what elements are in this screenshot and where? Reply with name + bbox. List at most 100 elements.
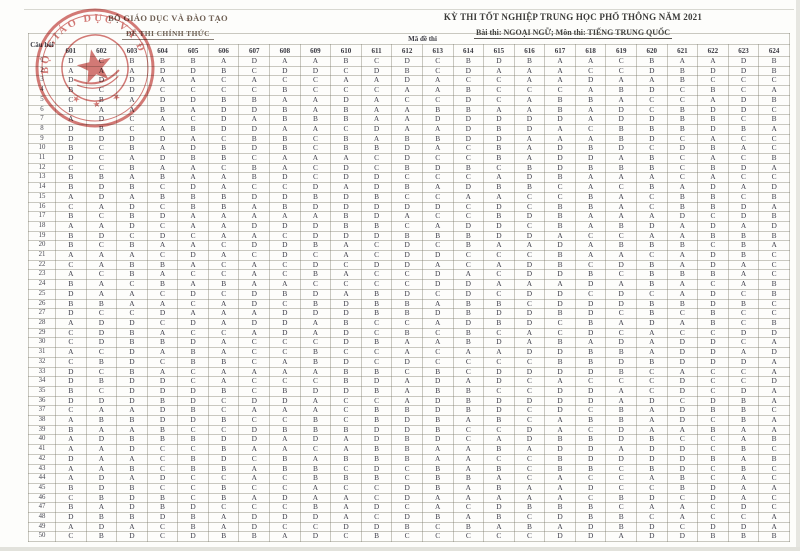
answer-cell: A bbox=[421, 85, 454, 96]
answer-cell: D bbox=[391, 250, 423, 261]
answer-cell: B bbox=[330, 453, 362, 465]
answer-cell: A bbox=[635, 337, 668, 349]
answer-cell: D bbox=[55, 395, 87, 407]
answer-cell: C bbox=[360, 153, 393, 164]
answer-cell: A bbox=[666, 424, 699, 436]
answer-cell: D bbox=[55, 56, 87, 67]
answer-cell: D bbox=[330, 356, 362, 368]
answer-cell: C bbox=[421, 191, 454, 203]
answer-cell: C bbox=[727, 366, 760, 378]
answer-cell: D bbox=[483, 366, 515, 378]
answer-cell: B bbox=[483, 182, 515, 193]
answer-cell: C bbox=[207, 240, 240, 252]
answer-cell: C bbox=[758, 143, 790, 155]
answer-cell: C bbox=[574, 288, 607, 300]
answer-cell: B bbox=[727, 444, 760, 455]
answer-cell: D bbox=[146, 65, 179, 77]
answer-cell: B bbox=[85, 415, 118, 426]
answer-cell: C bbox=[146, 250, 179, 261]
answer-cell: B bbox=[421, 424, 454, 436]
answer-cell: B bbox=[207, 356, 240, 368]
answer-cell: D bbox=[269, 308, 301, 319]
answer-cell: C bbox=[146, 444, 179, 455]
answer-cell: D bbox=[513, 230, 546, 242]
answer-cell: B bbox=[391, 230, 423, 242]
answer-cell: D bbox=[605, 337, 637, 349]
answer-cell: A bbox=[727, 424, 760, 436]
answer-row: 10 B C B A D B D B C B B D A C B A D B D C D B A C bbox=[28, 143, 790, 155]
answer-cell: C bbox=[758, 298, 790, 310]
question-number: 39 bbox=[28, 424, 56, 436]
answer-cell: C bbox=[605, 463, 637, 475]
answer-cell: A bbox=[55, 521, 87, 533]
answer-row: 39 B A A B C C D B B B D D B C C D A C D A A B A A bbox=[28, 424, 790, 436]
answer-cell: A bbox=[269, 123, 301, 135]
answer-cell: A bbox=[421, 143, 454, 155]
answer-cell: C bbox=[269, 347, 301, 358]
answer-cell: B bbox=[146, 172, 179, 184]
answer-cell: C bbox=[635, 385, 668, 397]
answer-cell: B bbox=[207, 492, 240, 504]
answer-cell: A bbox=[727, 182, 760, 193]
answer-cell: B bbox=[605, 405, 637, 417]
answer-cell: C bbox=[330, 85, 362, 96]
answer-cell: C bbox=[758, 473, 790, 484]
answer-cell: B bbox=[544, 250, 576, 261]
answer-cell: C bbox=[238, 415, 271, 426]
answer-cell: A bbox=[666, 288, 699, 300]
answer-cell: C bbox=[605, 473, 637, 484]
answer-cell: B bbox=[635, 240, 668, 252]
answer-cell: B bbox=[574, 162, 607, 174]
answer-cell: D bbox=[483, 376, 515, 387]
answer-row: 11 D C A D B B C A A A C D C C B A D D A B C A C B bbox=[28, 153, 790, 164]
answer-cell: C bbox=[116, 114, 148, 125]
answer-cell: A bbox=[85, 65, 118, 77]
answer-cell: A bbox=[666, 502, 699, 514]
answer-cell: D bbox=[635, 492, 668, 504]
question-number: 8 bbox=[28, 123, 56, 135]
answer-cell: C bbox=[758, 104, 790, 116]
answer-cell: D bbox=[269, 191, 301, 203]
answer-cell: C bbox=[697, 502, 729, 514]
answer-cell: D bbox=[635, 65, 668, 77]
answer-cell: D bbox=[391, 56, 423, 67]
answer-cell: D bbox=[146, 230, 179, 242]
answer-cell: D bbox=[146, 94, 179, 106]
answer-cell: A bbox=[299, 395, 332, 407]
answer-cell: A bbox=[55, 114, 87, 125]
exam-code-header: 621 bbox=[666, 44, 699, 57]
answer-cell: C bbox=[513, 201, 546, 213]
answer-cell: A bbox=[85, 201, 118, 213]
answer-cell: D bbox=[483, 502, 515, 514]
answer-cell: A bbox=[299, 153, 332, 164]
question-number: 10 bbox=[28, 143, 56, 155]
answer-cell: B bbox=[177, 201, 209, 213]
answer-cell: B bbox=[238, 172, 271, 184]
answer-row: 12 C C B A A C B A C D C B D B C B D B B B C B D A bbox=[28, 162, 790, 174]
answer-cell: C bbox=[299, 172, 332, 184]
answer-cell: A bbox=[85, 279, 118, 290]
answer-cell: B bbox=[391, 65, 423, 77]
answer-cell: B bbox=[452, 337, 485, 349]
answer-cell: C bbox=[727, 337, 760, 349]
answer-cell: A bbox=[146, 143, 179, 155]
answer-cell: C bbox=[177, 85, 209, 96]
answer-cell: C bbox=[238, 482, 271, 494]
answer-cell: A bbox=[207, 347, 240, 358]
answer-cell: C bbox=[421, 211, 454, 222]
answer-cell: C bbox=[330, 482, 362, 494]
answer-cell: D bbox=[207, 104, 240, 116]
answer-cell: A bbox=[727, 492, 760, 504]
answer-cell: C bbox=[513, 250, 546, 261]
answer-cell: C bbox=[207, 473, 240, 484]
answer-cell: C bbox=[758, 133, 790, 145]
answer-cell: A bbox=[574, 114, 607, 125]
question-number: 9 bbox=[28, 133, 56, 145]
answer-cell: A bbox=[544, 521, 576, 533]
answer-cell: D bbox=[513, 211, 546, 222]
answer-cell: B bbox=[697, 114, 729, 125]
exam-code-header: 610 bbox=[330, 44, 362, 57]
answer-cell: C bbox=[574, 230, 607, 242]
exam-code-header: 602 bbox=[85, 44, 118, 57]
answer-cell: B bbox=[85, 492, 118, 504]
